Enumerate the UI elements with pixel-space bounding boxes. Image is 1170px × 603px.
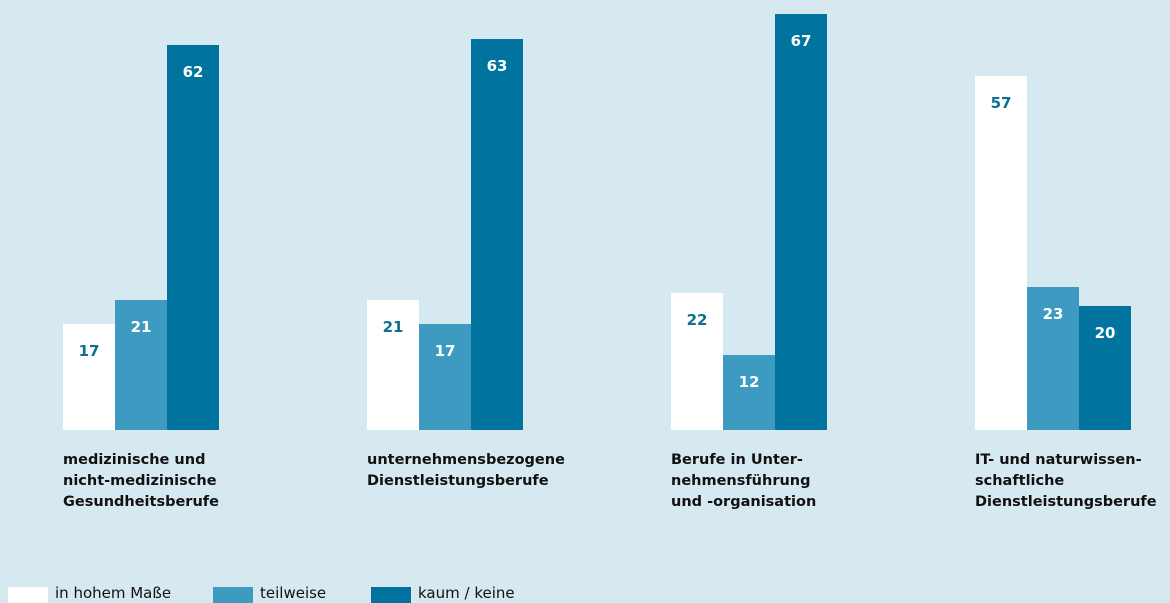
legend-swatch	[8, 587, 48, 603]
bar	[671, 293, 723, 430]
bar	[471, 38, 523, 430]
bar	[367, 299, 419, 430]
legend-swatch	[213, 587, 253, 603]
category-label: medizinische und nicht-medizinische Gesu…	[63, 452, 219, 510]
bar	[1079, 305, 1131, 430]
value-label: 63	[486, 56, 508, 75]
category-label: IT- und naturwissen- schaftliche Dienstl…	[975, 452, 1157, 510]
bar	[1027, 287, 1079, 430]
bar	[775, 14, 827, 430]
category-label: unternehmensbezogene Dienstleistungsberu…	[367, 452, 565, 489]
value-label: 17	[434, 342, 456, 361]
bar	[419, 324, 471, 430]
value-label: 20	[1094, 323, 1116, 342]
bar	[63, 324, 115, 430]
legend-swatch	[371, 587, 411, 603]
bar	[975, 76, 1027, 430]
legend-label: in hohem Maße	[55, 584, 172, 602]
legend-label: kaum / keine	[418, 584, 515, 602]
value-label: 17	[78, 342, 100, 361]
category-label: Berufe in Unter- nehmensführung und -org…	[671, 452, 817, 510]
value-label: 21	[382, 317, 404, 336]
bar	[167, 45, 219, 430]
value-label: 21	[130, 317, 152, 336]
value-label: 23	[1042, 305, 1064, 324]
value-label: 12	[738, 373, 760, 392]
value-label: 67	[790, 32, 812, 50]
bar	[115, 299, 167, 430]
value-label: 62	[182, 63, 204, 82]
bar	[723, 355, 775, 430]
legend-label: teilweise	[260, 584, 327, 602]
value-label: 22	[686, 311, 708, 330]
value-label: 57	[990, 94, 1012, 113]
